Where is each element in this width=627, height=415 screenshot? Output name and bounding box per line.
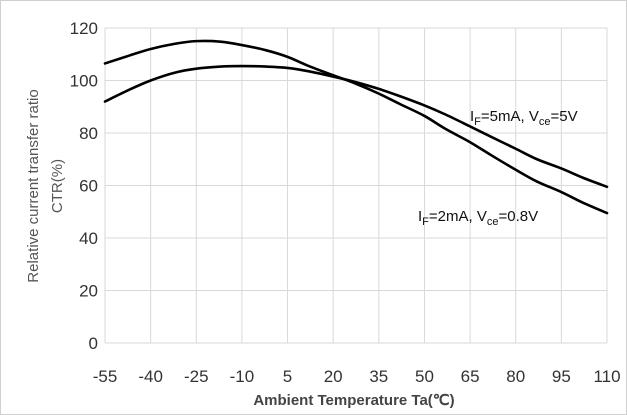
x-tick-label: -25 xyxy=(184,367,209,386)
x-tick-label: 5 xyxy=(283,367,292,386)
series-label-2ma: IF=2mA, Vce=0.8V xyxy=(418,208,538,228)
x-tick-label: 20 xyxy=(324,367,343,386)
x-tick-label: 50 xyxy=(415,367,434,386)
x-tick-label: 95 xyxy=(552,367,571,386)
x-tick-label: 110 xyxy=(593,367,620,386)
x-tick-label: -55 xyxy=(93,367,118,386)
y-tick-label: 80 xyxy=(79,124,98,143)
x-tick-labels: -55 -40 -25 -10 5 20 35 50 65 80 95 110 xyxy=(93,367,621,386)
grid xyxy=(104,27,608,344)
x-tick-label: -40 xyxy=(138,367,163,386)
y-tick-label: 120 xyxy=(70,19,98,38)
y-tick-label: 20 xyxy=(79,282,98,301)
y-tick-label: 40 xyxy=(79,229,98,248)
y-tick-label: 0 xyxy=(89,334,98,353)
y-tick-label: 100 xyxy=(70,72,98,91)
x-axis-title: Ambient Temperature Ta(℃) xyxy=(253,392,454,409)
y-axis-title-line-1: Relative current transfer ratio xyxy=(25,89,42,282)
series-label-5ma: IF=5mA, Vce=5V xyxy=(470,108,578,128)
x-tick-label: 35 xyxy=(369,367,388,386)
x-tick-label: 65 xyxy=(461,367,480,386)
y-tick-labels: 0 20 40 60 80 100 120 xyxy=(70,19,98,353)
x-tick-label: -10 xyxy=(230,367,255,386)
series-lines xyxy=(103,39,609,215)
y-tick-label: 60 xyxy=(79,177,98,196)
series-line-2ma xyxy=(103,39,609,215)
y-axis-title-line-2: CTR(%) xyxy=(49,159,66,213)
x-tick-label: 80 xyxy=(506,367,525,386)
